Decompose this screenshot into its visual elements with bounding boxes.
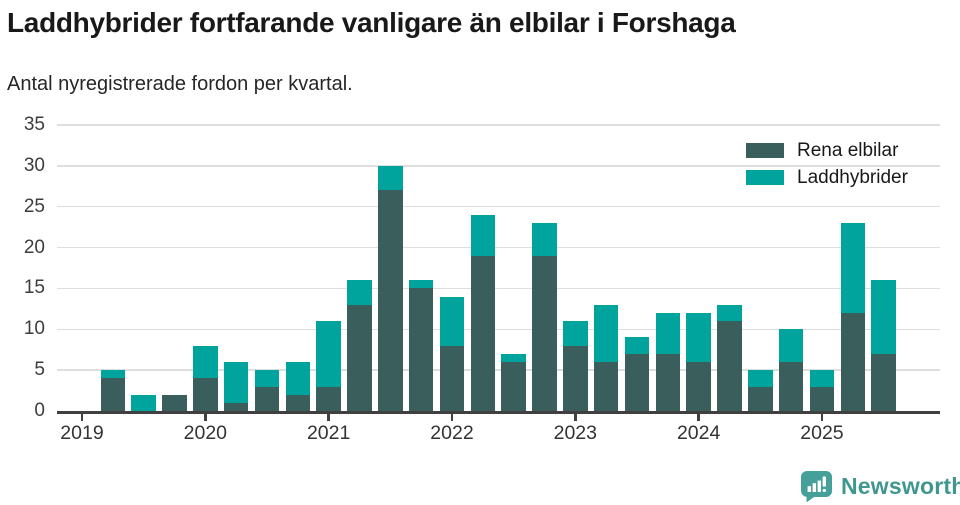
x-axis-label: 2025 [800, 422, 844, 444]
y-axis: 0 5 10 15 20 25 30 35 [0, 115, 45, 425]
plot-area: 2019 2020 2021 2022 2023 2024 2025 [57, 124, 940, 444]
bar-segment [470, 255, 496, 411]
bar-segment [501, 353, 526, 362]
y-axis-label: 0 [34, 400, 45, 421]
legend-swatch [746, 169, 784, 186]
bar-segment [193, 378, 218, 411]
x-axis-tick [574, 413, 577, 421]
bar-segment [593, 304, 619, 362]
bar-segment [748, 386, 773, 411]
bar-segment [316, 321, 341, 387]
bar-segment [285, 394, 311, 411]
bar-segment [624, 337, 650, 354]
chart-title: Laddhybrider fortfarande vanligare än el… [7, 7, 736, 38]
bar-segment [871, 280, 896, 354]
x-axis-line [57, 411, 940, 414]
x-axis-label: 2019 [60, 422, 104, 444]
x-axis-label: 2022 [430, 422, 474, 444]
bar-segment [439, 296, 465, 346]
x-axis-label: 2021 [306, 422, 351, 444]
bar-segment [840, 312, 866, 411]
bar-segment [686, 361, 711, 411]
bar-segment [378, 190, 403, 411]
bar-segment [717, 321, 742, 411]
gridline [57, 287, 940, 290]
bar-segment [254, 370, 280, 387]
legend-swatch [746, 142, 784, 159]
bar-segment [717, 304, 742, 322]
gridline [57, 205, 940, 208]
bar-segment [532, 223, 557, 256]
brand-name: Newsworthy [841, 472, 960, 499]
bar-segment [593, 361, 619, 411]
x-axis-tick [327, 413, 330, 421]
bar-segment [655, 312, 681, 354]
legend-label: Rena elbilar [797, 139, 899, 161]
bar-segment [254, 386, 280, 411]
gridline [57, 246, 940, 249]
newsworthy-logo: Newsworthy [800, 470, 960, 502]
x-axis-label: 2023 [553, 422, 597, 444]
x-axis-tick [204, 413, 207, 421]
bar-segment [285, 362, 311, 395]
y-axis-label: 15 [23, 277, 45, 299]
bar-segment [871, 353, 896, 411]
bar-segment [347, 280, 372, 305]
bar-segment [316, 386, 341, 411]
y-axis-label: 20 [23, 236, 45, 258]
bar-segment [655, 353, 681, 411]
bar-segment [131, 394, 156, 411]
bar-segment [624, 353, 650, 411]
bar-segment [100, 370, 126, 379]
legend: Rena elbilar Laddhybrider [746, 139, 908, 195]
newsworthy-logo-icon [801, 471, 832, 502]
gridline [57, 124, 940, 126]
bar-segment [563, 321, 588, 346]
bar-segment [470, 214, 496, 256]
legend-label: Laddhybrider [797, 166, 908, 188]
bar-segment [563, 345, 588, 411]
bar-segment [686, 312, 711, 362]
bar-segment [778, 361, 804, 411]
x-axis-tick [697, 413, 700, 421]
bar-segment [408, 280, 434, 289]
y-axis-label: 5 [34, 359, 45, 381]
legend-item: Rena elbilar [746, 139, 908, 161]
x-axis-label: 2020 [183, 422, 228, 444]
chart-subtitle: Antal nyregistrerade fordon per kvartal. [7, 73, 353, 95]
bar-segment [193, 345, 218, 379]
bar-segment [408, 288, 434, 411]
x-axis-tick [80, 413, 84, 421]
bar-segment [840, 223, 866, 313]
gridline [57, 369, 940, 371]
x-axis-label: 2024 [676, 422, 721, 444]
y-axis-label: 10 [23, 318, 45, 340]
bar-segment [809, 386, 835, 411]
y-axis-label: 30 [23, 154, 45, 176]
gridline [57, 165, 940, 167]
bar-segment [223, 362, 249, 403]
bar-segment [439, 345, 465, 411]
y-axis-label: 35 [23, 114, 45, 135]
bar-segment [378, 165, 403, 191]
bar-segment [347, 304, 372, 411]
bar-segment [778, 329, 804, 362]
x-axis-tick [820, 413, 824, 421]
y-axis-label: 25 [23, 195, 45, 217]
bar-segment [532, 255, 557, 411]
x-axis-tick [450, 413, 454, 421]
bar-segment [223, 402, 249, 411]
legend-item: Laddhybrider [746, 166, 908, 188]
bar-segment [162, 394, 187, 411]
bar-segment [748, 370, 773, 387]
bar-segment [100, 378, 126, 411]
bar-segment [501, 361, 526, 411]
gridline [57, 328, 940, 331]
bar-segment [809, 370, 835, 387]
